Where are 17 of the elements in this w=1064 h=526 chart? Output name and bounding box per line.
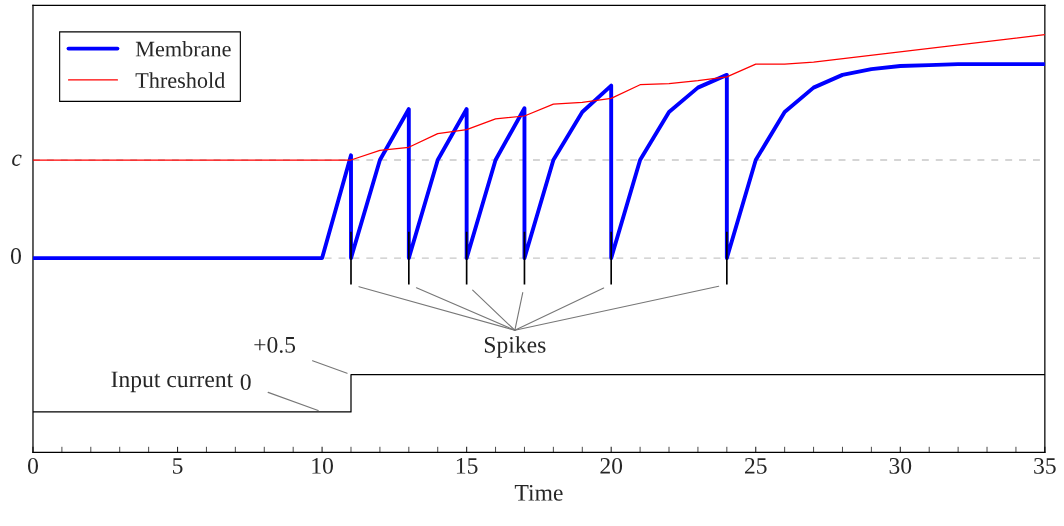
text: Spikes	[484, 336, 546, 358]
ref-line-label: 0	[10, 248, 21, 264]
x-tick-label: 20	[600, 457, 623, 474]
x-tick-label: 5	[173, 458, 183, 474]
legend-label: Membrane	[135, 40, 231, 57]
x-tick-label: 15	[456, 458, 478, 474]
ref-line-label: c	[12, 154, 22, 166]
x-axis-title: Time	[514, 484, 563, 501]
x-tick-label: 30	[889, 457, 912, 474]
series-label: Input current	[111, 371, 234, 393]
annotation: 0	[240, 374, 251, 391]
legend-label: Threshold	[135, 72, 226, 88]
x-tick-label: 35	[1034, 457, 1056, 474]
x-tick-label: 25	[744, 457, 767, 474]
x-tick-label: 0	[27, 457, 38, 474]
annotation: +0.5	[254, 336, 296, 353]
x-tick-label: 10	[312, 457, 333, 474]
